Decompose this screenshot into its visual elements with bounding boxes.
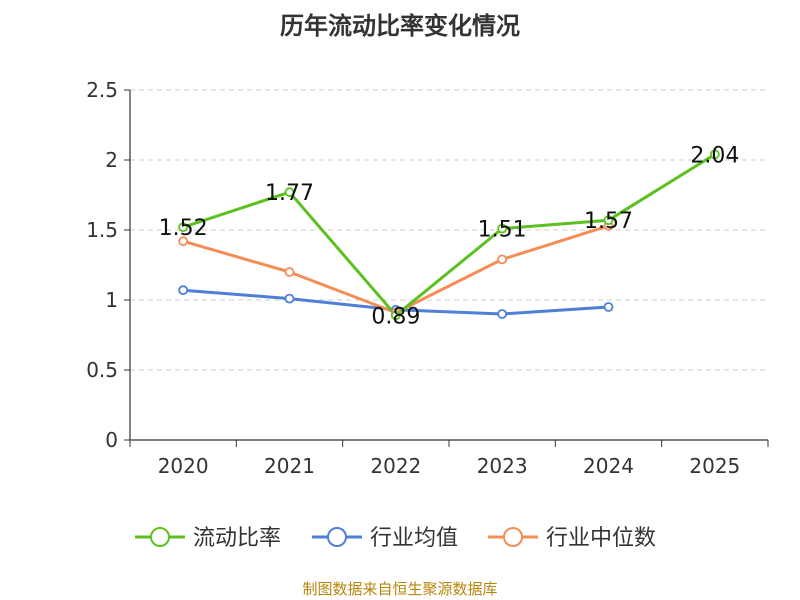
legend-label: 行业中位数 [546,526,656,551]
y-tick-label: 0.5 [86,358,118,382]
legend-item: 行业中位数 [488,526,656,551]
data-point [284,293,295,304]
data-labels: 1.52 1.77 0.89 1.51 1.57 2.04 [159,143,740,329]
series-line-0 [182,153,716,317]
y-tick-label: 1.5 [86,218,118,242]
y-tick-label: 2 [105,148,118,172]
data-point [497,254,508,265]
legend-item: 行业均值 [312,526,458,551]
data-point [497,223,508,234]
data-point [709,149,720,160]
data-point [178,285,189,296]
legend-marker [327,527,347,547]
x-tick-label: 2021 [264,454,315,478]
data-label: 1.52 [159,216,208,241]
x-tick-label: 2025 [689,454,740,478]
data-label: 0.89 [371,304,420,329]
legend: 流动比率 行业均值 行业中位数 [135,526,656,551]
x-tick-label: 2022 [370,454,421,478]
data-label: 1.77 [265,181,314,206]
y-tick-label: 2.5 [86,78,118,102]
source-note: 制图数据来自恒生聚源数据库 [302,580,498,598]
legend-marker [150,527,170,547]
y-tick-label: 1 [105,288,118,312]
x-tick-label: 2023 [477,454,528,478]
grid-lines [130,89,768,371]
data-point [390,310,401,321]
data-point [603,215,614,226]
data-point [603,302,614,312]
data-point [284,187,295,198]
legend-label: 流动比率 [193,526,281,551]
data-label: 2.04 [690,143,739,168]
data-label: 1.57 [584,209,633,234]
legend-item: 流动比率 [135,526,281,551]
y-tick-label: 0 [105,428,118,452]
data-point [178,236,189,247]
data-point [178,222,189,233]
chart-title: 历年流动比率变化情况 [280,12,520,40]
x-tick-label: 2024 [583,454,634,478]
data-label: 1.51 [478,218,527,243]
legend-marker [503,527,523,547]
legend-label: 行业均值 [370,526,458,551]
x-tick-label: 2020 [158,454,209,478]
series-lines [182,153,716,317]
data-point [497,309,508,319]
data-point [284,267,295,277]
series-points [178,149,720,321]
